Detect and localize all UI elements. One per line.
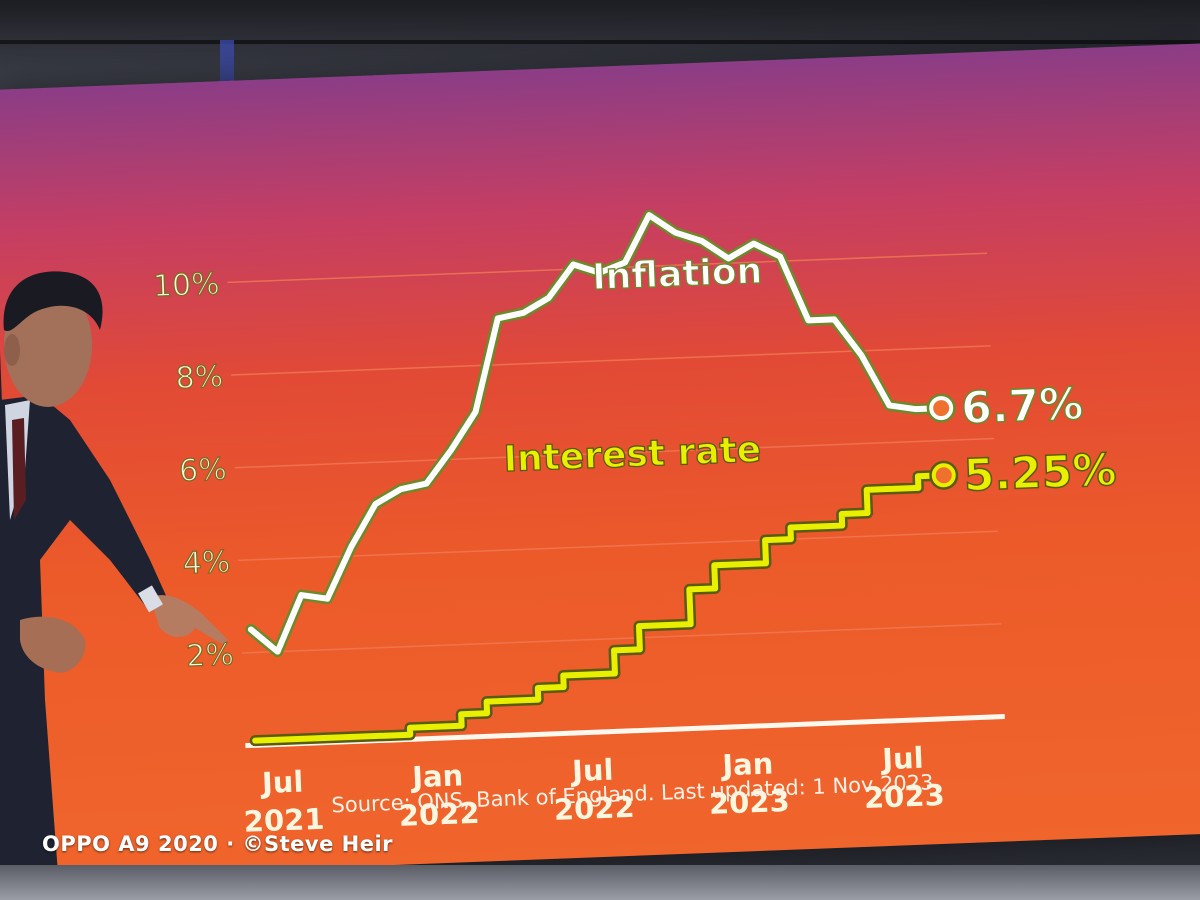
inflation-line: [247, 212, 945, 655]
presenter-pointing-hand: [150, 595, 228, 644]
series-layer: [245, 209, 959, 747]
presenter-ear: [4, 334, 20, 366]
presenter-left-hand: [20, 616, 86, 673]
x-tick-label-month: Jul: [880, 741, 925, 777]
interest-rate-end-value: 5.25%: [963, 445, 1118, 502]
interest-rate-series-label: Interest rate: [503, 429, 762, 480]
series-labels: 6.7% Inflation 5.25% Interest rate: [502, 250, 1118, 502]
y-tick-label: 6%: [179, 452, 228, 489]
x-tick-label-month: Jul: [259, 764, 304, 800]
x-tick-label-year: 2023: [863, 778, 945, 815]
interest-rate-line: [252, 472, 947, 744]
inflation-interest-chart: 2%4%6%8%10% Jul2021Jan2022Jul2022Jan2023…: [152, 209, 1118, 839]
presenter-hair: [3, 271, 103, 331]
x-tick-label-year: 2023: [708, 784, 790, 821]
inflation-series-label: Inflation: [592, 251, 763, 298]
inflation-end-value: 6.7%: [960, 379, 1084, 435]
y-tick-labels: 2% 4% 6% 8% 10%: [152, 266, 235, 675]
x-tick-label-year: 2022: [398, 796, 480, 833]
presenter-cuff: [138, 585, 163, 613]
gridline: [234, 437, 995, 469]
y-tick-label: 2%: [186, 637, 235, 674]
gridline: [231, 345, 991, 376]
x-tick-label-month: Jul: [569, 753, 614, 789]
y-tick-label: 4%: [182, 545, 231, 582]
gridline: [238, 530, 998, 562]
y-tick-label: 8%: [175, 359, 224, 396]
presenter-tie: [12, 418, 26, 520]
presenter-suit: [0, 395, 168, 900]
y-tick-label: 10%: [152, 267, 220, 305]
presenter: [0, 271, 228, 900]
inflation-end-marker: [929, 396, 954, 421]
x-tick-label-year: 2022: [553, 790, 635, 827]
camera-watermark: OPPO A9 2020 · ©Steve Heir: [42, 832, 394, 856]
interest-rate-end-marker: [931, 463, 956, 488]
studio-beam: [0, 40, 1200, 44]
studio-floor: [0, 865, 1200, 900]
video-wall: 2% 4% 6% 8% 10% Jul 2021 Jan 2022 Jul 2022 Jan 2023…: [0, 42, 1200, 880]
x-tick-label-month: Jan: [720, 746, 774, 782]
x-tick-label-year: 2021: [243, 802, 325, 839]
x-tick-label-month: Jan: [410, 758, 464, 794]
gridline: [241, 623, 1002, 654]
